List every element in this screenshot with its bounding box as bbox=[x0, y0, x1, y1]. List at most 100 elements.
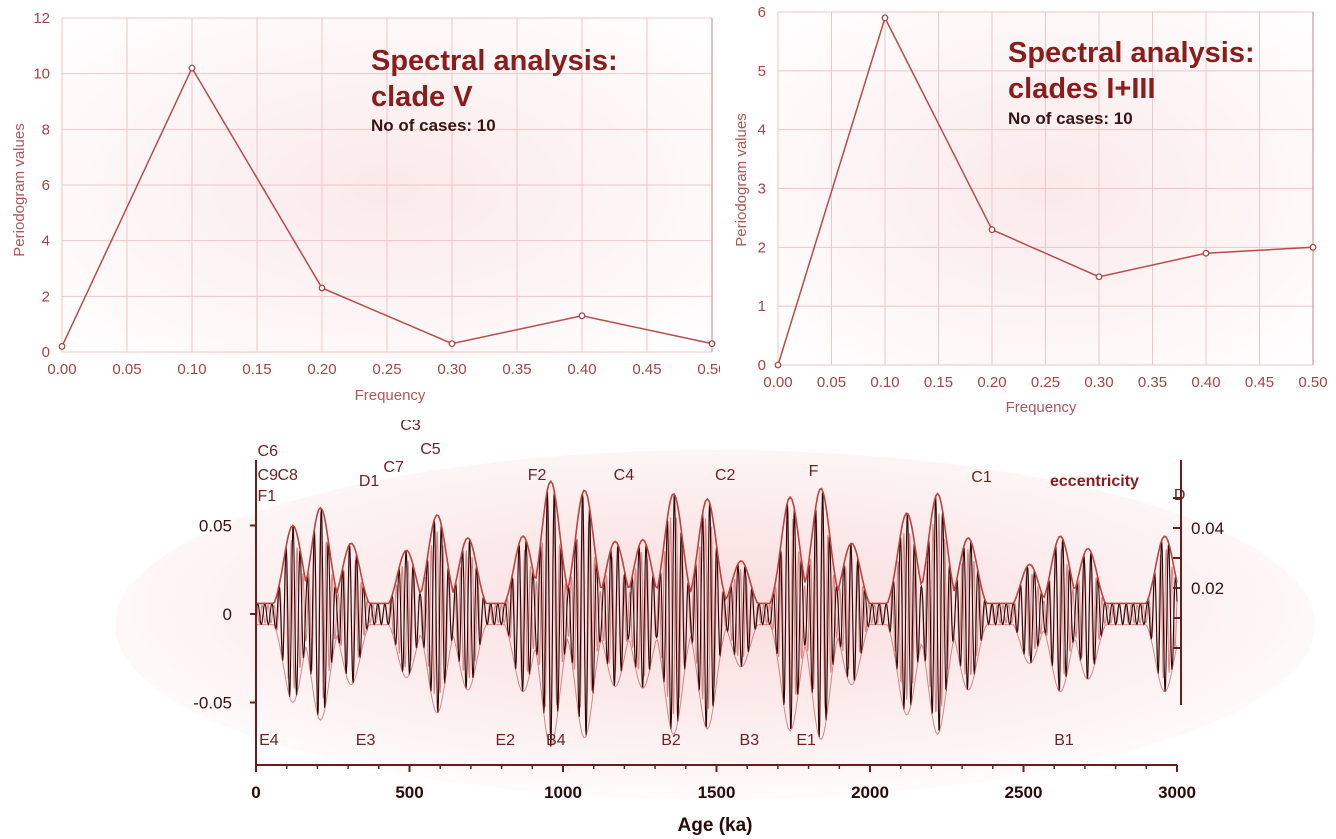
x-tick-label: 0.00 bbox=[47, 361, 76, 378]
peak-label-top: C5 bbox=[420, 441, 441, 458]
data-point bbox=[448, 340, 456, 348]
y-tick-label: 6 bbox=[758, 4, 766, 21]
x-axis-label: Frequency bbox=[355, 387, 426, 404]
x-tick-label: 2000 bbox=[851, 783, 889, 802]
data-point bbox=[58, 343, 66, 350]
eccentricity-envelope-upper bbox=[256, 479, 1178, 605]
peak-label-top: C9 bbox=[258, 467, 279, 484]
data-point bbox=[988, 226, 996, 234]
peak-label-bottom: B2 bbox=[661, 732, 681, 749]
x-tick-label: 0.40 bbox=[1191, 374, 1220, 391]
y-tick-label: 12 bbox=[33, 10, 50, 27]
y-axis-label: Periodogram values bbox=[11, 123, 28, 256]
peak-label-bottom: B3 bbox=[740, 732, 760, 749]
peak-label-bottom: B4 bbox=[546, 732, 566, 749]
x-tick-label: 0 bbox=[251, 783, 260, 802]
series-line bbox=[777, 15, 1314, 366]
x-tick-label: 0.45 bbox=[632, 361, 661, 378]
x-tick-label: 0.15 bbox=[242, 361, 271, 378]
eccentricity-envelope-lower bbox=[256, 624, 1178, 748]
x-tick-label: 2500 bbox=[1005, 783, 1043, 802]
chart-subtitle: No of cases: 10 bbox=[1008, 109, 1133, 128]
x-tick-label: 0.50 bbox=[1298, 374, 1327, 391]
x-tick-label: 0.05 bbox=[112, 361, 141, 378]
y-tick-label-left: 0.05 bbox=[199, 517, 232, 536]
data-point bbox=[578, 312, 586, 320]
spectral-chart-clade-v: 0.00 0.05 0.10 0.15 0.20 0.25 0.30 0.35 0.40 0.45… bbox=[11, 10, 720, 404]
x-tick-label: 0.45 bbox=[1245, 374, 1274, 391]
x-tick-label: 0.25 bbox=[372, 361, 401, 378]
peak-label-top: C7 bbox=[383, 459, 404, 476]
peak-label-top: C8 bbox=[277, 467, 298, 484]
x-tick-label: 0.35 bbox=[1138, 374, 1167, 391]
eccentricity-chart: 0.05 0 -0.05 0.04 0.02 0 500 1000 1500 2000 2500 30… bbox=[115, 420, 1315, 836]
y-tick-label-left: -0.05 bbox=[193, 694, 232, 713]
peak-label-top: F1 bbox=[258, 488, 277, 505]
x-tick-label: 0.00 bbox=[763, 374, 792, 391]
peak-label-top: C6 bbox=[258, 443, 279, 460]
y-tick-label-right: 0.04 bbox=[1191, 519, 1224, 538]
x-tick-label: 0.20 bbox=[307, 361, 336, 378]
spectral-chart-clades-i-iii: 0.00 0.05 0.10 0.15 0.20 0.25 0.30 0.35 0.40 0.45… bbox=[733, 4, 1328, 416]
data-point bbox=[188, 64, 196, 72]
y-tick-label: 10 bbox=[33, 66, 50, 83]
y-tick-label: 5 bbox=[758, 63, 766, 80]
x-tick-label: 3000 bbox=[1158, 783, 1196, 802]
x-tick-label: 0.50 bbox=[697, 361, 720, 378]
peak-label-top: F2 bbox=[528, 467, 547, 484]
peak-label-top: C2 bbox=[715, 467, 736, 484]
peak-label-bottom: E3 bbox=[356, 732, 376, 749]
x-tick-label: 1500 bbox=[698, 783, 736, 802]
y-tick-label: 4 bbox=[758, 122, 766, 139]
peak-label-top: C1 bbox=[971, 469, 992, 486]
y-tick-label-left: 0 bbox=[223, 605, 232, 624]
data-point bbox=[774, 361, 782, 369]
x-tick-label: 0.35 bbox=[502, 361, 531, 378]
y-tick-label: 4 bbox=[42, 233, 50, 250]
chart-title-line2: clades I+III bbox=[1008, 73, 1156, 105]
x-axis-label: Frequency bbox=[1006, 399, 1077, 416]
peak-label-bottom: E2 bbox=[495, 732, 515, 749]
x-tick-label: 0.25 bbox=[1031, 374, 1060, 391]
y-axis-label: Periodogram values bbox=[733, 113, 750, 246]
peak-label-top: F bbox=[809, 463, 819, 480]
y-tick-label: 6 bbox=[42, 177, 50, 194]
data-point bbox=[1309, 243, 1317, 251]
x-tick-label: 0.40 bbox=[567, 361, 596, 378]
peak-label-top: C3 bbox=[400, 420, 421, 434]
chart-title-line1: Spectral analysis: bbox=[1008, 37, 1255, 69]
data-point bbox=[708, 340, 716, 348]
y-tick-label: 3 bbox=[758, 181, 766, 198]
chart-title-line2: clade V bbox=[371, 81, 473, 113]
series-line bbox=[61, 66, 713, 347]
chart-title-line1: Spectral analysis: bbox=[371, 45, 618, 77]
x-tick-label: 500 bbox=[395, 783, 423, 802]
x-tick-label: 1000 bbox=[544, 783, 582, 802]
y-tick-label: 2 bbox=[758, 239, 766, 256]
peak-label-bottom: E1 bbox=[796, 732, 816, 749]
data-point bbox=[318, 284, 326, 292]
x-tick-label: 0.10 bbox=[870, 374, 899, 391]
data-point bbox=[881, 14, 889, 22]
peak-label-top: C4 bbox=[614, 467, 635, 484]
y-tick-label: 0 bbox=[42, 344, 50, 361]
chart-subtitle: No of cases: 10 bbox=[371, 116, 496, 135]
y-tick-label: 8 bbox=[42, 121, 50, 138]
y-tick-label: 0 bbox=[758, 357, 766, 374]
x-tick-label: 0.20 bbox=[977, 374, 1006, 391]
x-tick-label: 0.10 bbox=[177, 361, 206, 378]
x-axis-label: Age (ka) bbox=[678, 815, 753, 836]
y-tick-label: 2 bbox=[42, 288, 50, 305]
peak-label-bottom: E4 bbox=[259, 732, 279, 749]
peak-label-bottom: B1 bbox=[1054, 732, 1074, 749]
x-tick-label: 0.15 bbox=[924, 374, 953, 391]
peak-label-top: D bbox=[1174, 487, 1186, 504]
x-tick-label: 0.30 bbox=[437, 361, 466, 378]
y-tick-label-right: 0.02 bbox=[1191, 579, 1224, 598]
peak-label-top: D1 bbox=[359, 473, 380, 490]
x-tick-label: 0.30 bbox=[1084, 374, 1113, 391]
y-tick-label: 1 bbox=[758, 298, 766, 315]
series-label-eccentricity: eccentricity bbox=[1050, 473, 1139, 490]
plot-area bbox=[60, 18, 712, 358]
data-point bbox=[1095, 273, 1103, 281]
